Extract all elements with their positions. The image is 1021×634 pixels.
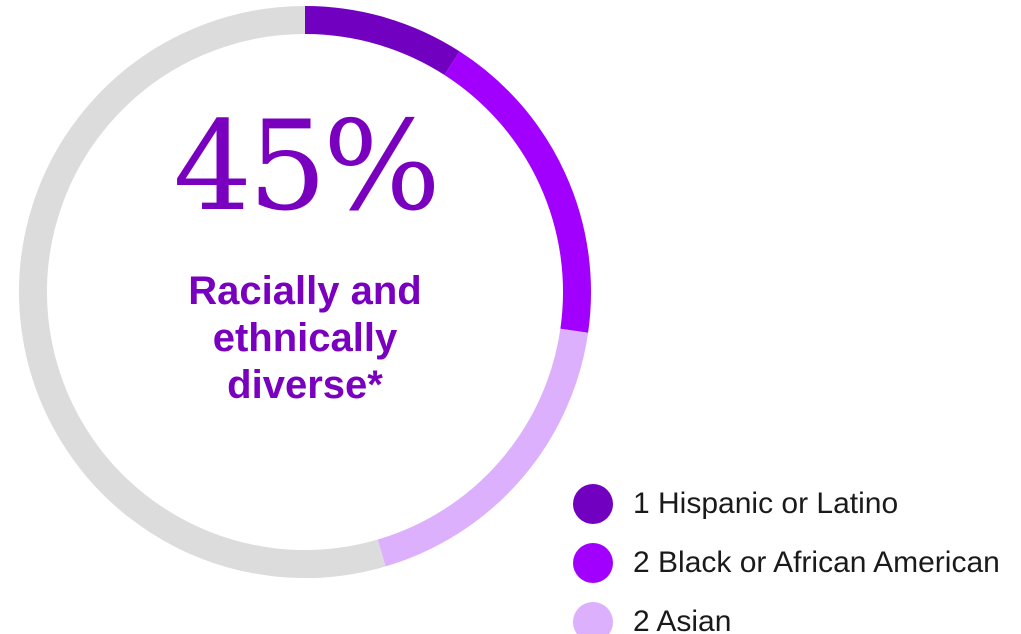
center-label-line-3: diverse* bbox=[227, 363, 383, 407]
center-label: Racially and ethnically diverse* bbox=[100, 268, 510, 409]
center-label-line-2: ethnically bbox=[212, 316, 398, 360]
legend: 1 Hispanic or Latino 2 Black or African … bbox=[573, 474, 1018, 634]
donut-slice-2 bbox=[377, 328, 589, 567]
legend-swatch-asian bbox=[573, 601, 613, 634]
donut-slice-3 bbox=[19, 6, 386, 578]
legend-label-asian: 2 Asian bbox=[633, 604, 732, 634]
legend-label-black: 2 Black or African American bbox=[633, 545, 1000, 579]
donut-chart bbox=[19, 6, 591, 578]
donut-slice-1 bbox=[444, 51, 591, 333]
legend-label-hispanic: 1 Hispanic or Latino bbox=[633, 486, 899, 520]
center-label-line-1: Racially and bbox=[188, 269, 422, 313]
legend-item-asian: 2 Asian bbox=[573, 592, 1018, 634]
donut-slice-0 bbox=[304, 6, 460, 76]
center-percentage: 45% bbox=[173, 95, 441, 239]
legend-swatch-black bbox=[573, 542, 613, 583]
legend-item-hispanic: 1 Hispanic or Latino bbox=[573, 474, 1018, 533]
legend-swatch-hispanic bbox=[573, 483, 613, 524]
legend-item-black: 2 Black or African American bbox=[573, 533, 1018, 592]
